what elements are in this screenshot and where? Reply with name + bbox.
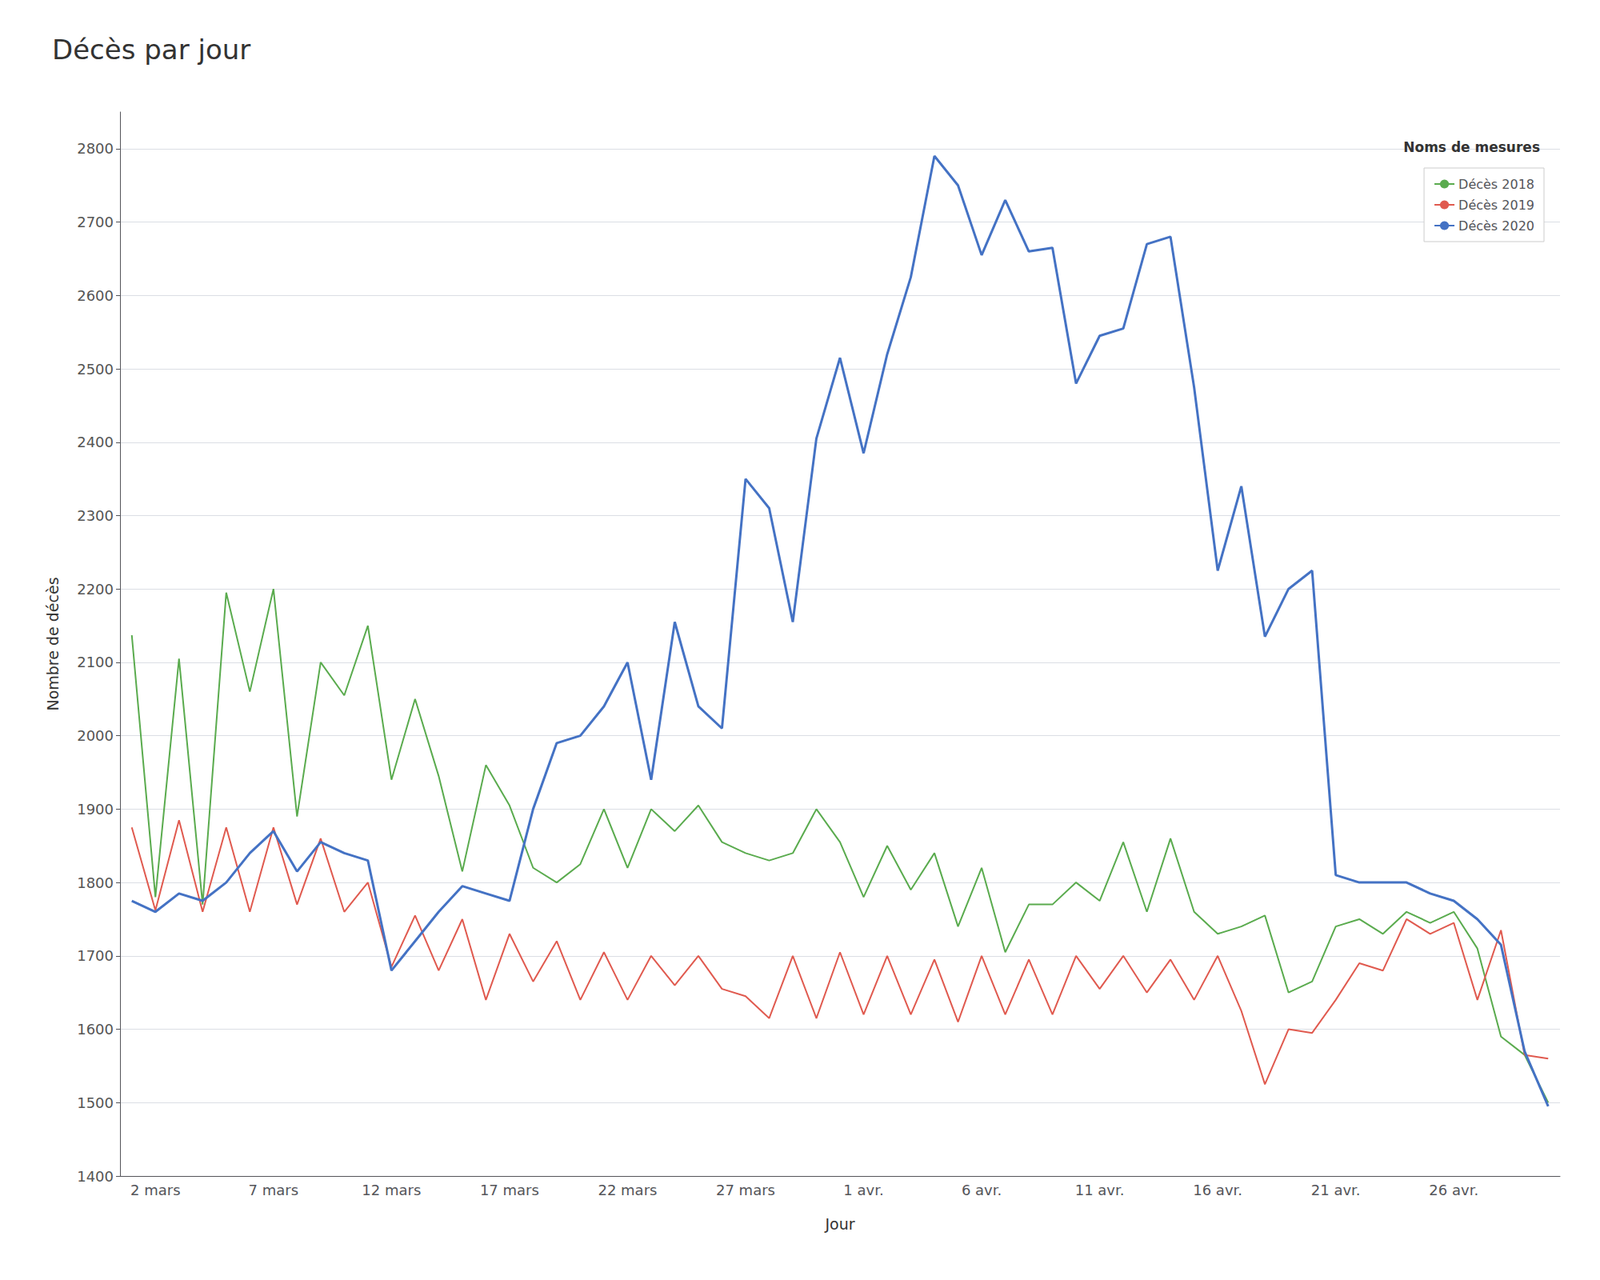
svg-text:2100: 2100 [76, 653, 114, 671]
svg-text:Jour: Jour [824, 1215, 855, 1233]
svg-text:Décès 2018: Décès 2018 [1458, 176, 1535, 192]
svg-text:1900: 1900 [76, 800, 114, 818]
svg-text:2600: 2600 [76, 287, 114, 304]
svg-text:Décès par jour: Décès par jour [52, 33, 251, 66]
svg-text:26 avr.: 26 avr. [1428, 1181, 1479, 1199]
svg-text:1500: 1500 [76, 1094, 114, 1112]
svg-text:2800: 2800 [76, 140, 114, 157]
svg-text:1600: 1600 [76, 1020, 114, 1038]
svg-text:Noms de mesures: Noms de mesures [1403, 139, 1540, 156]
svg-text:2500: 2500 [76, 360, 114, 378]
svg-text:12 mars: 12 mars [361, 1181, 421, 1199]
svg-text:2200: 2200 [76, 580, 114, 598]
svg-text:21 avr.: 21 avr. [1311, 1181, 1361, 1199]
svg-text:7 mars: 7 mars [248, 1181, 300, 1199]
svg-text:6 avr.: 6 avr. [961, 1181, 1002, 1199]
svg-text:2400: 2400 [76, 433, 114, 451]
svg-text:22 mars: 22 mars [597, 1181, 657, 1199]
svg-text:2700: 2700 [76, 213, 114, 231]
svg-text:2300: 2300 [76, 507, 114, 524]
svg-text:16 avr.: 16 avr. [1192, 1181, 1243, 1199]
svg-text:1800: 1800 [76, 874, 114, 892]
svg-text:2 mars: 2 mars [130, 1181, 181, 1199]
svg-text:27 mars: 27 mars [716, 1181, 776, 1199]
svg-text:Décès 2019: Décès 2019 [1458, 197, 1535, 213]
svg-text:1700: 1700 [76, 947, 114, 964]
svg-text:1 avr.: 1 avr. [843, 1181, 884, 1199]
svg-text:Décès 2020: Décès 2020 [1458, 218, 1535, 234]
svg-text:17 mars: 17 mars [480, 1181, 540, 1199]
svg-text:1400: 1400 [76, 1168, 114, 1185]
svg-text:2000: 2000 [76, 727, 114, 744]
svg-text:11 avr.: 11 avr. [1075, 1181, 1125, 1199]
svg-text:Nombre de décès: Nombre de décès [44, 576, 62, 711]
